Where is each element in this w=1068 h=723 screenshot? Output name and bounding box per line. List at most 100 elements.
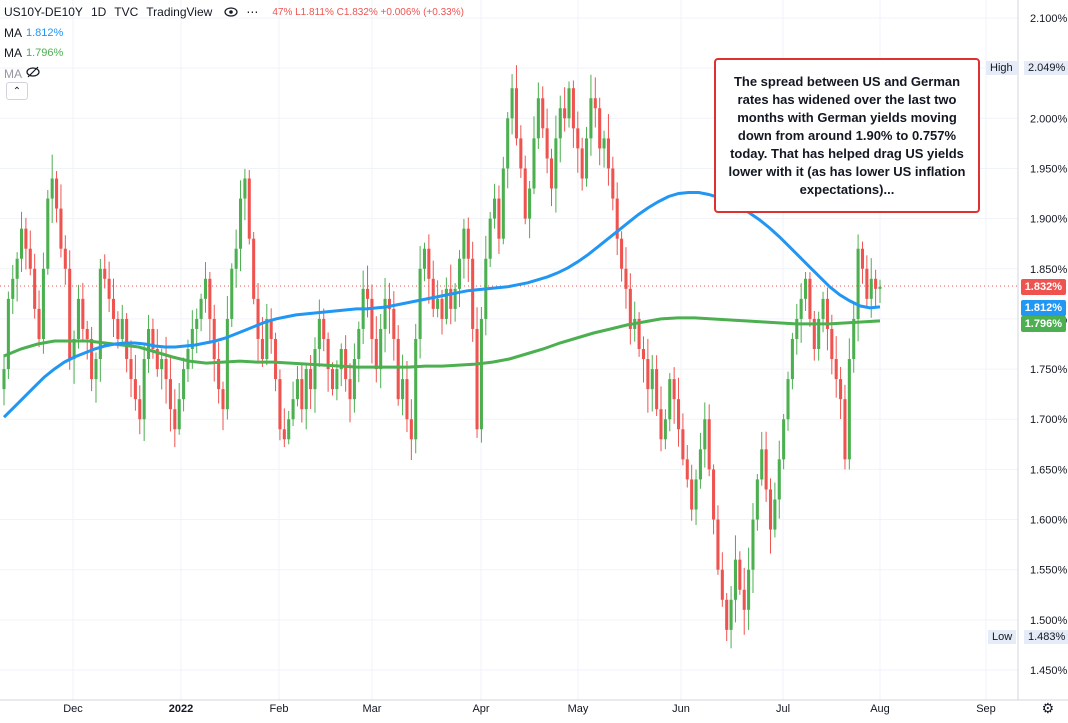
candle-body <box>493 198 497 219</box>
candle-body <box>90 338 94 380</box>
candle <box>212 304 216 382</box>
candle-body <box>265 318 269 360</box>
interval-label[interactable]: 1D <box>90 5 107 19</box>
candle-body <box>348 379 352 400</box>
visibility-eye-icon[interactable] <box>222 5 240 19</box>
candle-body <box>138 399 142 420</box>
candle-body <box>409 419 413 440</box>
candle <box>497 185 501 254</box>
candle-body <box>142 359 146 420</box>
candle <box>120 304 124 346</box>
x-tick-label: Feb <box>270 703 289 715</box>
candle-body <box>357 328 361 360</box>
candle-body <box>208 278 212 319</box>
candle-body <box>707 419 711 470</box>
candle <box>238 180 243 272</box>
y-tick-label: 1.450% <box>1030 665 1068 677</box>
candle <box>387 282 391 334</box>
candle <box>11 264 15 315</box>
candle-body <box>431 278 435 309</box>
candle-body <box>190 328 194 350</box>
indicator-ma-slow[interactable]: MA 1.796% <box>4 46 63 60</box>
candle <box>427 234 431 304</box>
candle-body <box>738 559 742 590</box>
candle-body <box>659 409 663 440</box>
candle-body <box>85 328 89 339</box>
candle <box>361 270 365 344</box>
symbol-label[interactable]: US10Y-DE10Y <box>4 5 83 19</box>
chart-header: US10Y-DE10Y 1D TVC TradingView ⋯ 47% L1.… <box>4 5 464 19</box>
candle <box>593 77 597 128</box>
candle-body <box>668 379 672 420</box>
candle <box>313 337 317 413</box>
candle-body <box>852 318 856 360</box>
candle-body <box>164 359 168 380</box>
y-tick-label: 1.550% <box>1030 565 1068 577</box>
candle <box>247 170 251 245</box>
candle <box>812 310 816 361</box>
candle <box>729 586 733 649</box>
candle-body <box>799 298 803 319</box>
candle-body <box>457 258 462 289</box>
candle <box>208 271 212 344</box>
candle <box>199 293 203 332</box>
candle-body <box>672 379 676 400</box>
candle <box>554 115 558 213</box>
candle-body <box>225 318 229 410</box>
candle-body <box>860 248 865 269</box>
candle <box>278 369 282 441</box>
candle-body <box>453 288 457 309</box>
candle-body <box>768 489 773 530</box>
candle-body <box>252 238 256 299</box>
candle-body <box>685 459 689 480</box>
candle <box>602 130 606 168</box>
candle <box>615 182 619 256</box>
annotation-textbox[interactable]: The spread between US and German rates h… <box>714 58 980 213</box>
candle <box>41 252 45 354</box>
candle-body <box>344 349 348 380</box>
candle <box>751 503 755 594</box>
x-tick-label: Mar <box>363 703 382 715</box>
candle <box>611 156 615 211</box>
indicator-ma-hidden[interactable]: MA <box>4 66 40 81</box>
candle <box>637 312 641 357</box>
candle-body <box>650 369 654 390</box>
candle-body <box>2 369 6 390</box>
time-axis[interactable]: Dec 2022 Feb Mar Apr May Jun Jul Aug Sep <box>63 703 996 715</box>
candle <box>265 303 269 366</box>
candle <box>563 87 567 132</box>
candle-body <box>497 198 501 239</box>
candle <box>177 383 181 435</box>
y-tick-label: 1.600% <box>1030 515 1068 527</box>
low-label: Low <box>988 630 1017 644</box>
candle-body <box>212 318 216 360</box>
candle-body <box>6 298 10 370</box>
y-tick-label: 1.650% <box>1030 464 1068 476</box>
price-axis[interactable]: 2.100%2.050%2.000%1.950%1.900%1.850%1.80… <box>1030 13 1068 677</box>
candle-body <box>352 359 356 400</box>
gear-icon[interactable]: ⚙ <box>1041 700 1054 716</box>
candle-body <box>300 379 304 410</box>
candle <box>852 301 856 373</box>
candle <box>834 336 838 398</box>
candle <box>720 552 724 607</box>
candle <box>843 384 847 470</box>
collapse-legend-button[interactable]: ⌃ <box>6 82 28 100</box>
candle-body <box>786 379 790 420</box>
candle <box>111 278 116 338</box>
candle <box>571 80 575 148</box>
candle-body <box>221 389 225 410</box>
candle-body <box>655 369 659 410</box>
candle-body <box>869 278 873 299</box>
candle <box>475 307 479 438</box>
hidden-eye-icon[interactable] <box>26 66 40 81</box>
candle <box>510 74 514 135</box>
indicator-ma-fast[interactable]: MA 1.812% <box>4 26 63 40</box>
candle-body <box>295 379 299 400</box>
candle-body <box>24 228 28 249</box>
more-options-icon[interactable]: ⋯ <box>246 5 259 19</box>
candle-body <box>620 238 624 269</box>
candle <box>488 211 492 268</box>
candle <box>392 291 396 361</box>
